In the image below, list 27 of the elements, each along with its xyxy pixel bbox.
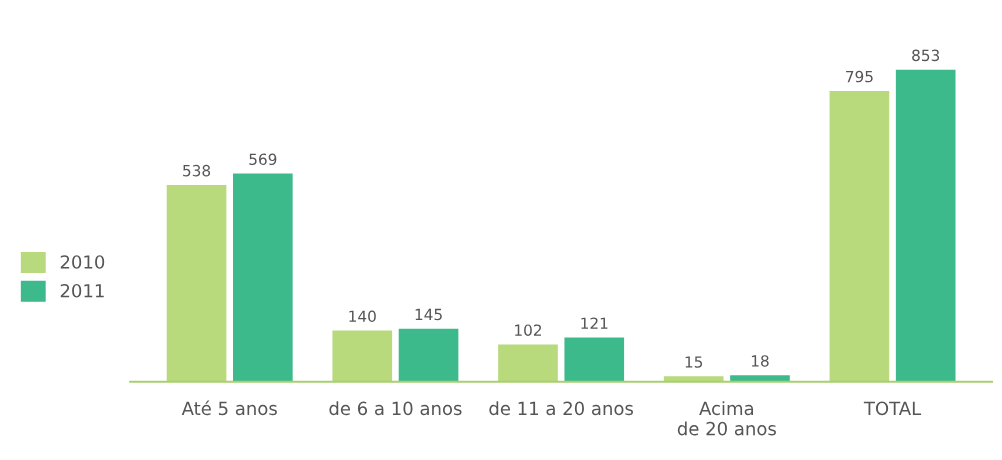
data-label: 145 <box>415 308 442 321</box>
data-label: 538 <box>183 164 211 177</box>
bar <box>730 375 790 382</box>
legend-label: 2011 <box>60 283 104 298</box>
bar <box>895 69 956 382</box>
bar <box>166 184 227 382</box>
data-label: 795 <box>846 70 873 83</box>
x-tick-label: de 6 a 10 anos <box>329 401 462 416</box>
data-label: 102 <box>515 324 542 336</box>
bar <box>829 90 890 382</box>
data-label: 853 <box>912 49 940 62</box>
bar <box>233 173 293 382</box>
x-tick-label: Acima de 20 anos <box>677 401 776 436</box>
bar <box>332 330 393 382</box>
x-tick-label: de 11 a 20 anos <box>489 401 633 416</box>
data-label: 18 <box>751 355 769 367</box>
bar <box>564 337 625 382</box>
data-label: 15 <box>685 356 703 368</box>
bar <box>663 376 724 382</box>
bar <box>398 328 459 382</box>
legend-label: 2010 <box>60 255 105 269</box>
data-label: 140 <box>349 310 376 323</box>
x-tick-label: Até 5 anos <box>181 400 277 416</box>
data-label: 569 <box>249 153 277 166</box>
data-label: 121 <box>581 317 608 329</box>
bar <box>498 344 558 382</box>
x-tick-label: TOTAL <box>863 401 922 416</box>
